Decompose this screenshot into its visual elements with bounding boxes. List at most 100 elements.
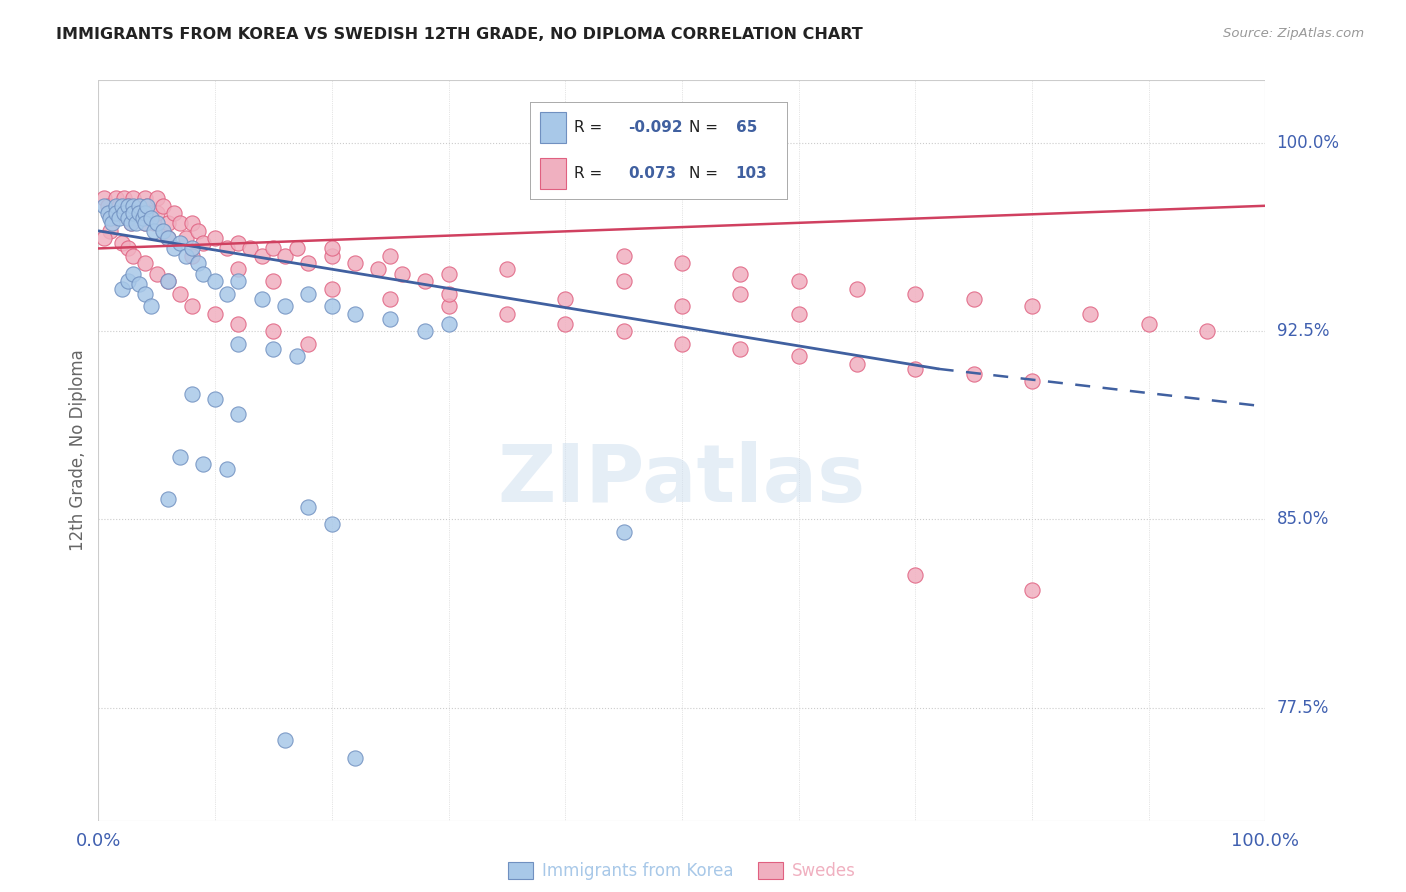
Point xyxy=(117,274,139,288)
Point xyxy=(136,199,159,213)
Text: 100.0%: 100.0% xyxy=(1277,134,1340,152)
Point xyxy=(117,199,139,213)
Point xyxy=(143,216,166,230)
Point xyxy=(152,224,174,238)
Point xyxy=(344,307,367,321)
Point xyxy=(97,199,120,213)
Point xyxy=(391,267,413,281)
Point xyxy=(122,267,145,281)
Text: 92.5%: 92.5% xyxy=(1277,322,1329,340)
Point xyxy=(787,349,810,363)
Point xyxy=(132,206,155,220)
Point xyxy=(180,249,202,263)
Point xyxy=(101,211,124,226)
Point xyxy=(613,249,636,263)
Point xyxy=(117,242,139,256)
Point xyxy=(134,211,156,226)
Point xyxy=(120,216,142,230)
Point xyxy=(204,307,226,321)
Point xyxy=(122,206,145,220)
Point xyxy=(157,492,180,507)
Point xyxy=(1021,582,1043,597)
Point xyxy=(1080,307,1102,321)
Point xyxy=(904,567,927,582)
Point xyxy=(297,286,319,301)
Point xyxy=(169,286,191,301)
Point xyxy=(128,206,150,220)
Point xyxy=(136,199,159,213)
Point xyxy=(122,249,145,263)
Point xyxy=(169,216,191,230)
Point xyxy=(117,211,139,226)
Point xyxy=(274,249,297,263)
Point xyxy=(344,256,367,270)
Point xyxy=(174,231,197,245)
Point xyxy=(112,191,135,205)
Point xyxy=(344,751,367,765)
Point xyxy=(380,311,402,326)
Point xyxy=(730,286,752,301)
Point xyxy=(104,206,127,220)
Point xyxy=(108,199,131,213)
Point xyxy=(204,231,226,245)
Point xyxy=(215,242,238,256)
Y-axis label: 12th Grade, No Diploma: 12th Grade, No Diploma xyxy=(69,350,87,551)
Point xyxy=(134,191,156,205)
Point xyxy=(157,231,180,245)
Point xyxy=(962,292,984,306)
Point xyxy=(215,286,238,301)
Point xyxy=(262,324,284,338)
Point xyxy=(297,336,319,351)
Point xyxy=(125,216,148,230)
Point xyxy=(193,236,215,251)
Point xyxy=(111,282,134,296)
Point xyxy=(228,236,250,251)
Point xyxy=(134,256,156,270)
Point xyxy=(93,191,115,205)
Point xyxy=(93,231,115,245)
Point xyxy=(122,199,145,213)
Point xyxy=(262,274,284,288)
Text: 77.5%: 77.5% xyxy=(1277,698,1329,716)
Point xyxy=(125,211,148,226)
Point xyxy=(228,336,250,351)
Point xyxy=(169,236,191,251)
Point xyxy=(321,242,343,256)
Point xyxy=(613,274,636,288)
Point xyxy=(730,342,752,356)
Point xyxy=(112,206,135,220)
Point xyxy=(1195,324,1218,338)
Point xyxy=(671,256,693,270)
Point xyxy=(228,274,250,288)
Point xyxy=(239,242,262,256)
Point xyxy=(134,216,156,230)
Point xyxy=(108,211,131,226)
Point xyxy=(193,267,215,281)
Point xyxy=(204,274,226,288)
Point xyxy=(139,299,162,313)
Point xyxy=(134,286,156,301)
Point xyxy=(437,299,460,313)
Point xyxy=(101,216,124,230)
Point xyxy=(413,274,436,288)
Point xyxy=(180,216,202,230)
Point xyxy=(285,242,308,256)
Point xyxy=(146,216,169,230)
Point xyxy=(139,211,162,226)
Point xyxy=(152,199,174,213)
Legend: Immigrants from Korea, Swedes: Immigrants from Korea, Swedes xyxy=(502,855,862,887)
Point xyxy=(98,211,121,226)
Point xyxy=(274,733,297,747)
Point xyxy=(787,307,810,321)
Point xyxy=(1021,375,1043,389)
Point xyxy=(117,199,139,213)
Point xyxy=(104,191,127,205)
Point xyxy=(132,211,155,226)
Point xyxy=(93,199,115,213)
Point xyxy=(613,524,636,539)
Point xyxy=(962,367,984,381)
Point xyxy=(180,299,202,313)
Point xyxy=(321,517,343,532)
Point xyxy=(128,199,150,213)
Point xyxy=(437,267,460,281)
